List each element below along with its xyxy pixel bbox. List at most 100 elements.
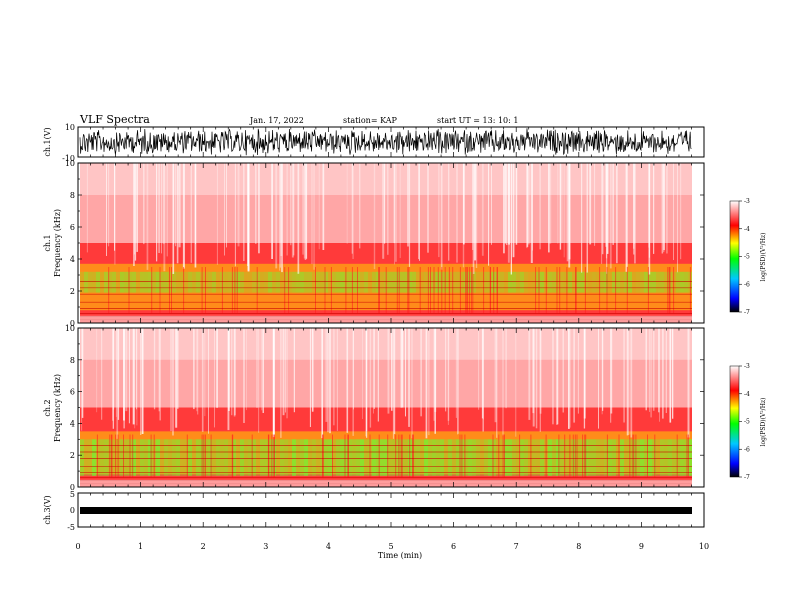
spectrogram-streak bbox=[606, 163, 609, 254]
spectrogram-streak bbox=[274, 434, 275, 478]
spectrogram-streak bbox=[598, 328, 599, 429]
spectrogram-streak bbox=[407, 267, 409, 314]
spectrogram-streak bbox=[204, 328, 206, 417]
spectrogram-streak bbox=[452, 267, 454, 314]
spectrogram-streak bbox=[347, 434, 349, 478]
spectrogram-streak bbox=[258, 328, 260, 433]
spectrogram-cell bbox=[292, 439, 296, 476]
spectrogram-high-freq bbox=[80, 328, 692, 408]
spectrogram-streak bbox=[365, 328, 367, 437]
spectrogram-streak bbox=[408, 163, 411, 267]
spectrogram-streak bbox=[132, 434, 134, 478]
spectrogram-cell bbox=[608, 439, 612, 476]
date-label: Jan. 17, 2022 bbox=[249, 116, 304, 125]
spectrogram-streak bbox=[398, 434, 400, 478]
spectrogram-streak bbox=[633, 434, 635, 478]
time-tick-labels: 0 1 2 3 4 5 6 7 8 9 10 bbox=[75, 542, 709, 551]
spectrogram-cell bbox=[252, 439, 256, 476]
spectrogram-streak bbox=[427, 267, 429, 314]
spectrogram-streak bbox=[111, 434, 113, 478]
spectrogram-streak bbox=[290, 163, 292, 246]
spectrogram-cell bbox=[188, 439, 192, 476]
spectrogram-cell bbox=[600, 271, 604, 293]
spectrogram-streak bbox=[687, 434, 689, 478]
spectrogram-cell bbox=[464, 439, 468, 476]
spectrogram-cell bbox=[512, 271, 516, 293]
spectrogram-streak bbox=[512, 163, 515, 258]
spectrogram-streak bbox=[233, 328, 236, 416]
spectrogram-streak bbox=[351, 267, 353, 314]
spectrogram-cell bbox=[596, 271, 600, 293]
spectrogram-cell bbox=[512, 439, 516, 476]
spectrogram-streak bbox=[601, 163, 603, 264]
spectrogram-streak bbox=[626, 267, 628, 314]
spectrogram-cell bbox=[684, 271, 688, 293]
spectrogram-streak bbox=[483, 328, 484, 420]
spectrogram-cell bbox=[344, 439, 348, 476]
spectrogram-cell bbox=[392, 439, 396, 476]
spectrogram-streak bbox=[505, 328, 507, 409]
spectrogram-streak bbox=[123, 328, 125, 421]
spectrogram-streak bbox=[387, 434, 389, 478]
spectrogram-streak bbox=[395, 434, 397, 478]
spectrogram-streak bbox=[175, 328, 178, 428]
spectrogram-streak bbox=[109, 434, 111, 478]
ch1-colorbar: -3 -4 -5 -6 -7 log(PSD)(V²/Hz) bbox=[729, 198, 767, 316]
ch2-frequency-ylabel: Frequency (kHz) bbox=[53, 374, 62, 442]
spectrogram-streak bbox=[623, 328, 625, 423]
spectrogram-streak bbox=[615, 267, 617, 314]
spectrogram-streak bbox=[128, 328, 130, 424]
spectrogram-cell bbox=[628, 271, 632, 293]
spectrogram-streak bbox=[329, 328, 331, 434]
spectrogram-streak bbox=[172, 163, 175, 274]
spectrogram-cell bbox=[228, 271, 232, 293]
spectrogram-cell bbox=[472, 439, 476, 476]
spectrogram-streak bbox=[208, 328, 209, 434]
spectrogram-streak bbox=[630, 328, 633, 438]
spectrogram-streak bbox=[134, 328, 136, 429]
spectrogram-cell bbox=[596, 439, 600, 476]
spectrogram-streak bbox=[96, 328, 98, 413]
spectrogram-streak bbox=[428, 328, 430, 436]
y-tick-label: 8 bbox=[70, 356, 75, 365]
spectrogram-streak bbox=[106, 163, 107, 256]
spectrogram-streak bbox=[626, 328, 628, 436]
spectrogram-streak bbox=[285, 328, 286, 413]
spectrogram-streak bbox=[602, 328, 604, 411]
spectrogram-cell bbox=[576, 439, 580, 476]
spectrogram-cell bbox=[148, 439, 152, 476]
spectrogram-streak bbox=[635, 434, 637, 478]
spectrogram-top-fade bbox=[80, 163, 692, 195]
spectrogram-streak bbox=[275, 163, 278, 269]
spectrogram-streak bbox=[628, 328, 630, 436]
spectrogram-cell bbox=[120, 439, 124, 476]
spectrogram-streak bbox=[196, 328, 198, 412]
spectrogram-streak bbox=[136, 163, 138, 252]
spectrogram-cell bbox=[616, 271, 620, 293]
spectrogram-streak bbox=[243, 328, 245, 423]
spectrogram-streak bbox=[557, 163, 559, 244]
spectrogram-cell bbox=[292, 271, 296, 293]
spectrogram-streak bbox=[346, 163, 348, 244]
spectrogram-cell bbox=[376, 271, 380, 293]
spectrogram-streak bbox=[584, 267, 586, 314]
spectrogram-streak bbox=[634, 163, 635, 244]
spectrogram-streak bbox=[652, 328, 655, 411]
time-axis-label: Time (min) bbox=[378, 551, 422, 560]
spectrogram-streak bbox=[504, 163, 507, 244]
spectrogram-cell bbox=[648, 271, 652, 293]
spectrogram-streak bbox=[633, 163, 635, 255]
spectrogram-cell bbox=[396, 271, 400, 293]
spectrogram-cell bbox=[84, 439, 88, 476]
spectrogram-cell bbox=[104, 271, 108, 293]
spectrogram-cell bbox=[676, 271, 680, 293]
time-tick-label: 4 bbox=[326, 542, 331, 551]
spectrogram-streak bbox=[193, 328, 195, 410]
spectrogram-cell bbox=[676, 439, 680, 476]
spectrogram-streak bbox=[227, 328, 230, 431]
spectrogram-streak bbox=[369, 328, 372, 428]
spectrogram-cell bbox=[288, 439, 292, 476]
spectrogram-streak bbox=[115, 434, 117, 478]
spectrogram-streak bbox=[81, 328, 84, 418]
spectrogram-streak bbox=[556, 267, 558, 314]
